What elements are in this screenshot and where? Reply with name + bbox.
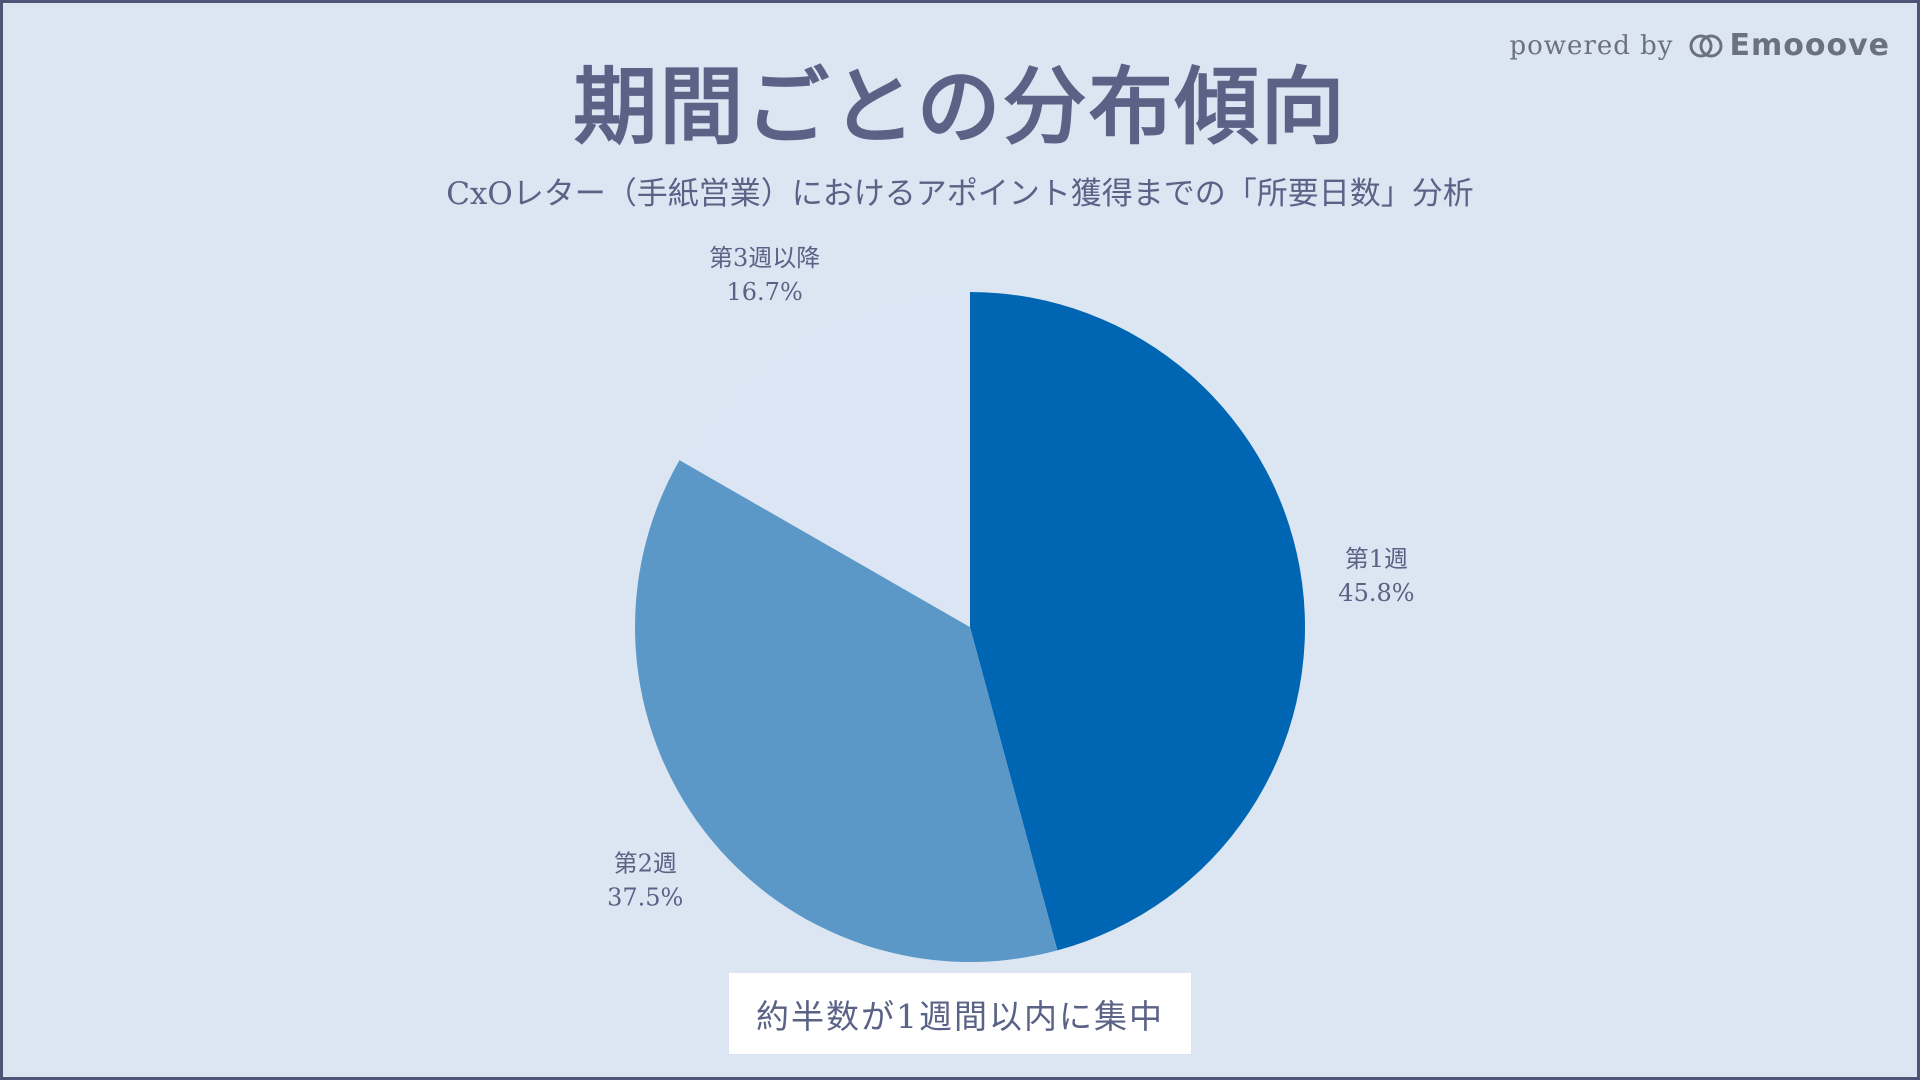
slice-label-1: 第1週 <box>1345 545 1408 573</box>
slice-value-3: 16.7% <box>727 278 803 306</box>
emooove-logo-icon <box>1689 34 1722 57</box>
pie-slice-3 <box>679 292 970 627</box>
slice-value-2: 37.5% <box>607 883 683 911</box>
emooove-logo: Emooove <box>1688 28 1891 63</box>
callout-box: 約半数が1週間以内に集中 <box>729 973 1191 1054</box>
pie-labels: 第1週 45.8% 第2週 37.5% 第3週以降 16.7% <box>607 244 1414 911</box>
pie-slice-1 <box>970 292 1305 951</box>
logo-text: Emooove <box>1729 28 1890 63</box>
brand-block: powered by Emooove <box>1510 28 1891 63</box>
pie-slice-2 <box>634 460 1058 962</box>
slice-label-2: 第2週 <box>614 849 677 877</box>
powered-by-text: powered by <box>1509 30 1674 61</box>
pie-slices <box>634 292 1305 962</box>
slice-value-1: 45.8% <box>1338 579 1414 607</box>
callout-text: 約半数が1週間以内に集中 <box>756 996 1164 1036</box>
page-subtitle: CxOレター（手紙営業）におけるアポイント獲得までの「所要日数」分析 <box>446 176 1474 212</box>
slice-label-3: 第3週以降 <box>709 244 820 272</box>
page-title: 期間ごとの分布傾向 <box>573 57 1347 156</box>
